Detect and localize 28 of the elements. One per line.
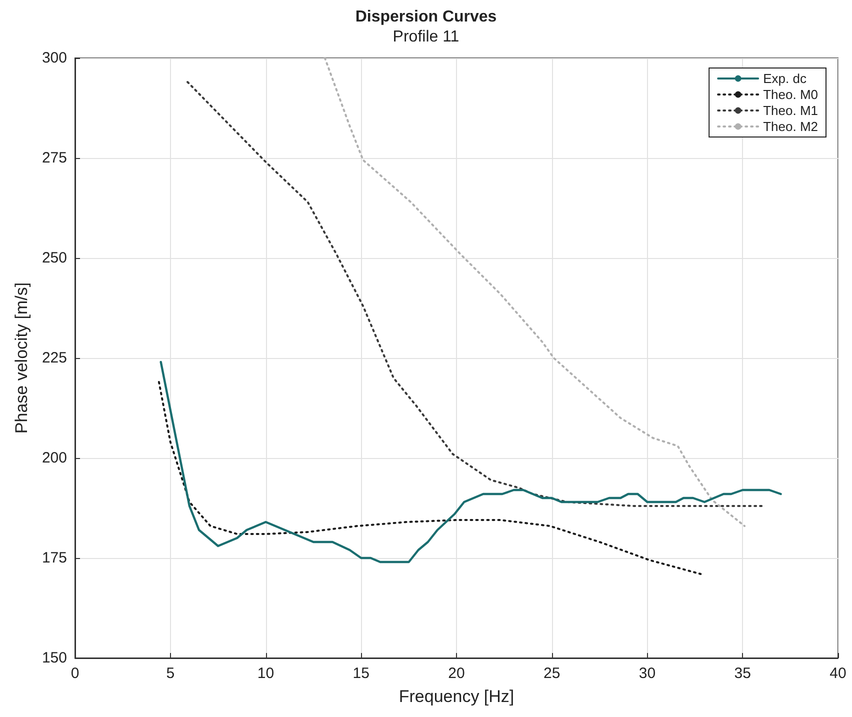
chart-subtitle: Profile 11	[392, 28, 460, 46]
x-tick-label: 10	[257, 665, 274, 682]
x-tick-label: 35	[734, 665, 751, 682]
legend-label: Theo. M2	[763, 119, 818, 134]
line-series	[324, 57, 746, 527]
x-tick-label: 15	[352, 665, 370, 682]
x-tick-label: 20	[448, 665, 465, 682]
line-series	[158, 381, 702, 575]
x-tick-label: 40	[830, 665, 846, 682]
x-axis-title: Frequency [Hz]	[398, 687, 514, 706]
y-tick-label: 200	[42, 450, 67, 466]
legend-label: Exp. dc	[763, 71, 807, 86]
y-axis-title: Phase velocity [m/s]	[12, 282, 31, 434]
x-tick-label: 25	[544, 665, 560, 682]
y-tick-label: 300	[42, 50, 67, 66]
line-series	[186, 81, 765, 507]
chart-title: Dispersion Curves	[355, 8, 497, 26]
y-tick-label: 175	[42, 550, 67, 566]
line-series	[160, 360, 782, 564]
x-tick-label: 5	[166, 665, 175, 682]
y-tick-label: 225	[42, 350, 67, 366]
x-tick-label: 0	[70, 665, 80, 682]
y-tick-label: 150	[42, 650, 67, 666]
legend-label: Theo. M1	[763, 103, 818, 118]
x-tick-label: 30	[638, 665, 656, 682]
y-tick-label: 250	[42, 250, 67, 266]
legend-label: Theo. M0	[763, 87, 818, 102]
y-tick-label: 275	[42, 150, 67, 166]
